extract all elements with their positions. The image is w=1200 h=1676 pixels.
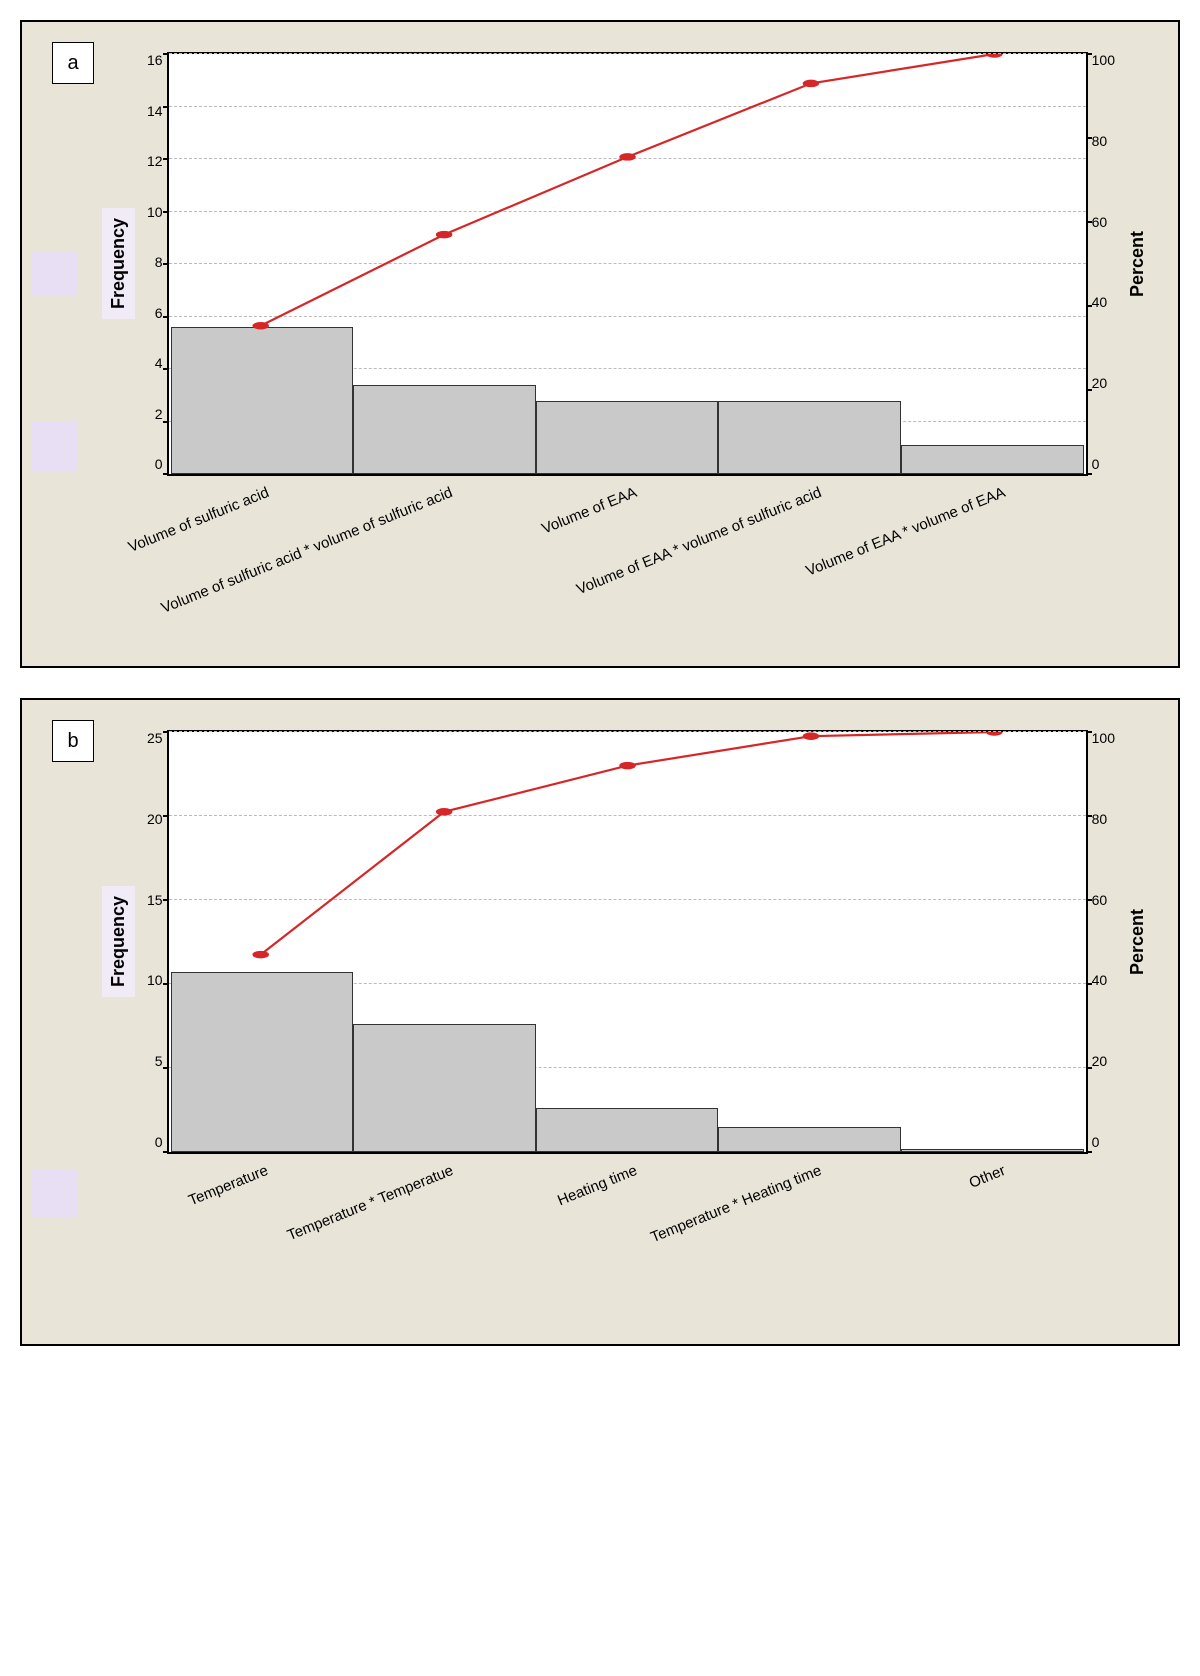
- y-left-axis-title: Frequency: [102, 886, 135, 997]
- y-left-tick-label: 20: [147, 811, 163, 827]
- line-marker: [619, 762, 636, 770]
- cumulative-line: [169, 54, 1086, 474]
- panel-label: a: [52, 42, 94, 84]
- y-left-tick-label: 15: [147, 892, 163, 908]
- line-marker: [252, 322, 269, 330]
- x-labels-mirror-row: Frequency2520151050TemperatureTemperatur…: [102, 1154, 1148, 1324]
- y-right-tick-label: 20: [1092, 1053, 1115, 1069]
- decorative-block: [32, 422, 77, 472]
- y-left-tick-label: 6: [147, 305, 163, 321]
- tick-mark: [1086, 1067, 1092, 1069]
- tick-mark: [1086, 473, 1092, 475]
- x-tick-label: Temperature * Temperatue: [284, 1162, 455, 1244]
- tick-mark: [1086, 305, 1092, 307]
- y-left-tick-label: 2: [147, 406, 163, 422]
- x-tick-label: Volume of sulfuric acid * volume of sulf…: [159, 484, 455, 617]
- y-left-tick-label: 10: [147, 204, 163, 220]
- y-right-tick-label: 80: [1092, 811, 1115, 827]
- line-marker: [986, 54, 1003, 58]
- y-left-tick-label: 0: [147, 456, 163, 472]
- line-marker: [435, 808, 452, 816]
- x-tick-label: Temperature * Heating time: [648, 1162, 824, 1246]
- panel-label: b: [52, 720, 94, 762]
- x-tick-label: Volume of sulfuric acid: [126, 484, 272, 556]
- x-labels-mirror-row: Frequency1614121086420Volume of sulfuric…: [102, 476, 1148, 646]
- y-right-tick-label: 20: [1092, 375, 1115, 391]
- tick-mark: [1086, 1151, 1092, 1153]
- tick-mark: [1086, 221, 1092, 223]
- y-right-tick-label: 60: [1092, 214, 1115, 230]
- y-right-tick-label: 0: [1092, 1134, 1115, 1150]
- tick-mark: [1086, 53, 1092, 55]
- x-tick-label: Volume of EAA: [540, 484, 640, 538]
- y-right-axis-title: Percent: [1127, 231, 1148, 297]
- line-marker: [802, 80, 819, 88]
- line-marker: [619, 153, 636, 161]
- y-right-tick-label: 40: [1092, 294, 1115, 310]
- y-right-tick-label: 60: [1092, 892, 1115, 908]
- y-left-tick-label: 14: [147, 103, 163, 119]
- x-tick-label: Heating time: [555, 1162, 639, 1209]
- decorative-block: [32, 251, 77, 296]
- y-right-tick-label: 80: [1092, 133, 1115, 149]
- line-marker: [435, 231, 452, 239]
- cumulative-line: [169, 732, 1086, 1152]
- y-right-ticks: 100 80 60 40 20 0: [1088, 730, 1119, 1150]
- tick-mark: [1086, 899, 1092, 901]
- pareto-chart-panel: aFrequency1614121086420100806040200Perce…: [20, 20, 1180, 668]
- chart-area: Frequency1614121086420100806040200Percen…: [102, 52, 1148, 476]
- y-right-tick-label: 40: [1092, 972, 1115, 988]
- y-left-tick-label: 4: [147, 355, 163, 371]
- y-left-tick-label: 10: [147, 972, 163, 988]
- tick-mark: [1086, 983, 1092, 985]
- y-right-axis-title: Percent: [1127, 909, 1148, 975]
- decorative-block: [32, 1169, 77, 1217]
- y-left-tick-label: 0: [147, 1134, 163, 1150]
- x-tick-label: Volume of EAA * volume of EAA: [804, 484, 1008, 580]
- y-left-tick-label: 12: [147, 153, 163, 169]
- y-right-tick-label: 0: [1092, 456, 1115, 472]
- y-left-tick-label: 16: [147, 52, 163, 68]
- x-tick-label: Temperature: [187, 1162, 271, 1209]
- y-left-ticks: 25 20 15 10 5 0: [143, 730, 167, 1150]
- line-marker: [986, 732, 1003, 736]
- plot-region: [167, 52, 1088, 476]
- plot-region: [167, 730, 1088, 1154]
- y-right-tick-label: 100: [1092, 52, 1115, 68]
- y-left-tick-label: 8: [147, 254, 163, 270]
- tick-mark: [1086, 137, 1092, 139]
- y-left-axis-title: Frequency: [102, 208, 135, 319]
- y-right-ticks: 100 80 60 40 20 0: [1088, 52, 1119, 472]
- x-tick-label: Other: [967, 1162, 1008, 1192]
- chart-area: Frequency 25 20 15 10 5 0 100 80 60 40 20 0 Percent: [102, 730, 1148, 1154]
- y-right-tick-label: 100: [1092, 730, 1115, 746]
- y-left-tick-label: 25: [147, 730, 163, 746]
- line-marker: [252, 951, 269, 959]
- y-left-tick-label: 5: [147, 1053, 163, 1069]
- pareto-chart-panel: bFrequency2520151050100806040200PercentF…: [20, 698, 1180, 1346]
- line-marker: [802, 732, 819, 740]
- tick-mark: [1086, 731, 1092, 733]
- tick-mark: [1086, 389, 1092, 391]
- y-left-ticks: 16 14 12 10 8 6 4 2 0: [143, 52, 167, 472]
- tick-mark: [1086, 815, 1092, 817]
